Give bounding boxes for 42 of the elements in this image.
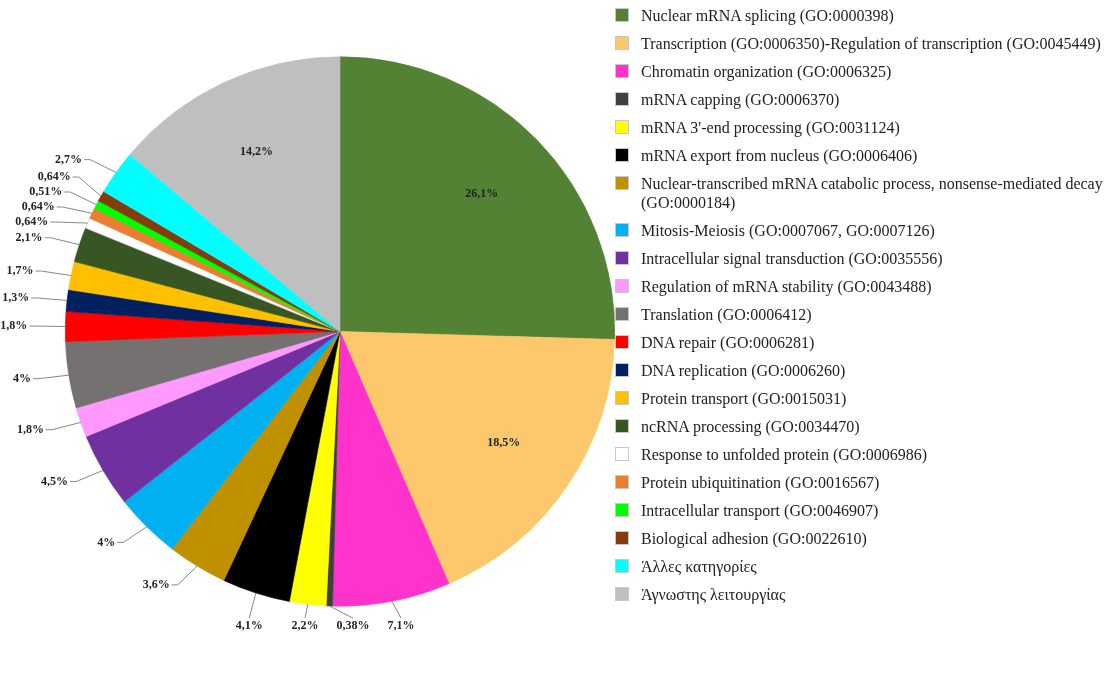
legend-label: Άγνωστης λειτουργίας xyxy=(641,585,786,604)
legend-label: DNA replication (GO:0006260) xyxy=(641,361,846,380)
legend-label: mRNA export from nucleus (GO:0006406) xyxy=(641,146,918,165)
legend-label: Biological adhesion (GO:0022610) xyxy=(641,529,867,548)
legend-label: Response to unfolded protein (GO:0006986) xyxy=(641,445,928,464)
data-label: 0,51% xyxy=(29,184,63,199)
data-label: 4% xyxy=(97,534,116,549)
legend-label: Chromatin organization (GO:0006325) xyxy=(641,62,892,81)
data-label: 7,1% xyxy=(387,618,415,633)
legend-label: Regulation of mRNA stability (GO:0043488) xyxy=(641,277,932,296)
data-label: 1,8% xyxy=(17,421,45,436)
data-label: 0,38% xyxy=(336,618,370,633)
legend-label: Intracellular signal transduction (GO:0035556) xyxy=(641,249,943,268)
data-label: 3,6% xyxy=(142,577,170,591)
legend-label: Translation (GO:0006412) xyxy=(641,305,812,324)
data-label: 26,1% xyxy=(465,185,499,200)
data-label: 0,64% xyxy=(15,214,49,229)
legend-label: Transcription (GO:0006350)-Regulation of transcription (GO:0045449) xyxy=(641,34,1101,53)
legend-label: Intracellular transport (GO:0046907) xyxy=(641,501,879,520)
legend-label: Mitosis-Meiosis (GO:0007067, GO:0007126) xyxy=(641,221,935,240)
data-label: 0,64% xyxy=(21,199,55,214)
data-label: 4% xyxy=(13,370,32,385)
data-label: 1,8% xyxy=(0,318,28,333)
legend-label: Nuclear mRNA splicing (GO:0000398) xyxy=(641,6,894,25)
legend-label: Protein ubiquitination (GO:0016567) xyxy=(641,473,880,492)
data-label: 18,5% xyxy=(487,434,521,449)
data-label: 2,1% xyxy=(15,229,43,244)
data-label: 4,1% xyxy=(235,618,263,633)
data-label: 14,2% xyxy=(240,144,274,159)
data-label: 4,5% xyxy=(41,473,69,488)
data-label: 2,7% xyxy=(55,151,83,166)
data-label: 2,2% xyxy=(291,618,319,633)
legend-label: mRNA capping (GO:0006370) xyxy=(641,90,840,109)
legend-label: Protein transport (GO:0015031) xyxy=(641,389,847,408)
legend-label: Άλλες κατηγορίες xyxy=(641,557,757,576)
legend-label: ncRNA processing (GO:0034470) xyxy=(641,417,860,436)
data-label: 0,64% xyxy=(37,169,71,184)
data-label: 1,3% xyxy=(2,290,30,305)
data-label: 1,7% xyxy=(6,263,34,278)
legend-label: mRNA 3'-end processing (GO:0031124) xyxy=(641,118,900,137)
legend-label: DNA repair (GO:0006281) xyxy=(641,333,815,352)
legend-label: Nuclear-transcribed mRNA catabolic process, nonsense-mediated decay (GO:0000184) xyxy=(641,174,1104,212)
